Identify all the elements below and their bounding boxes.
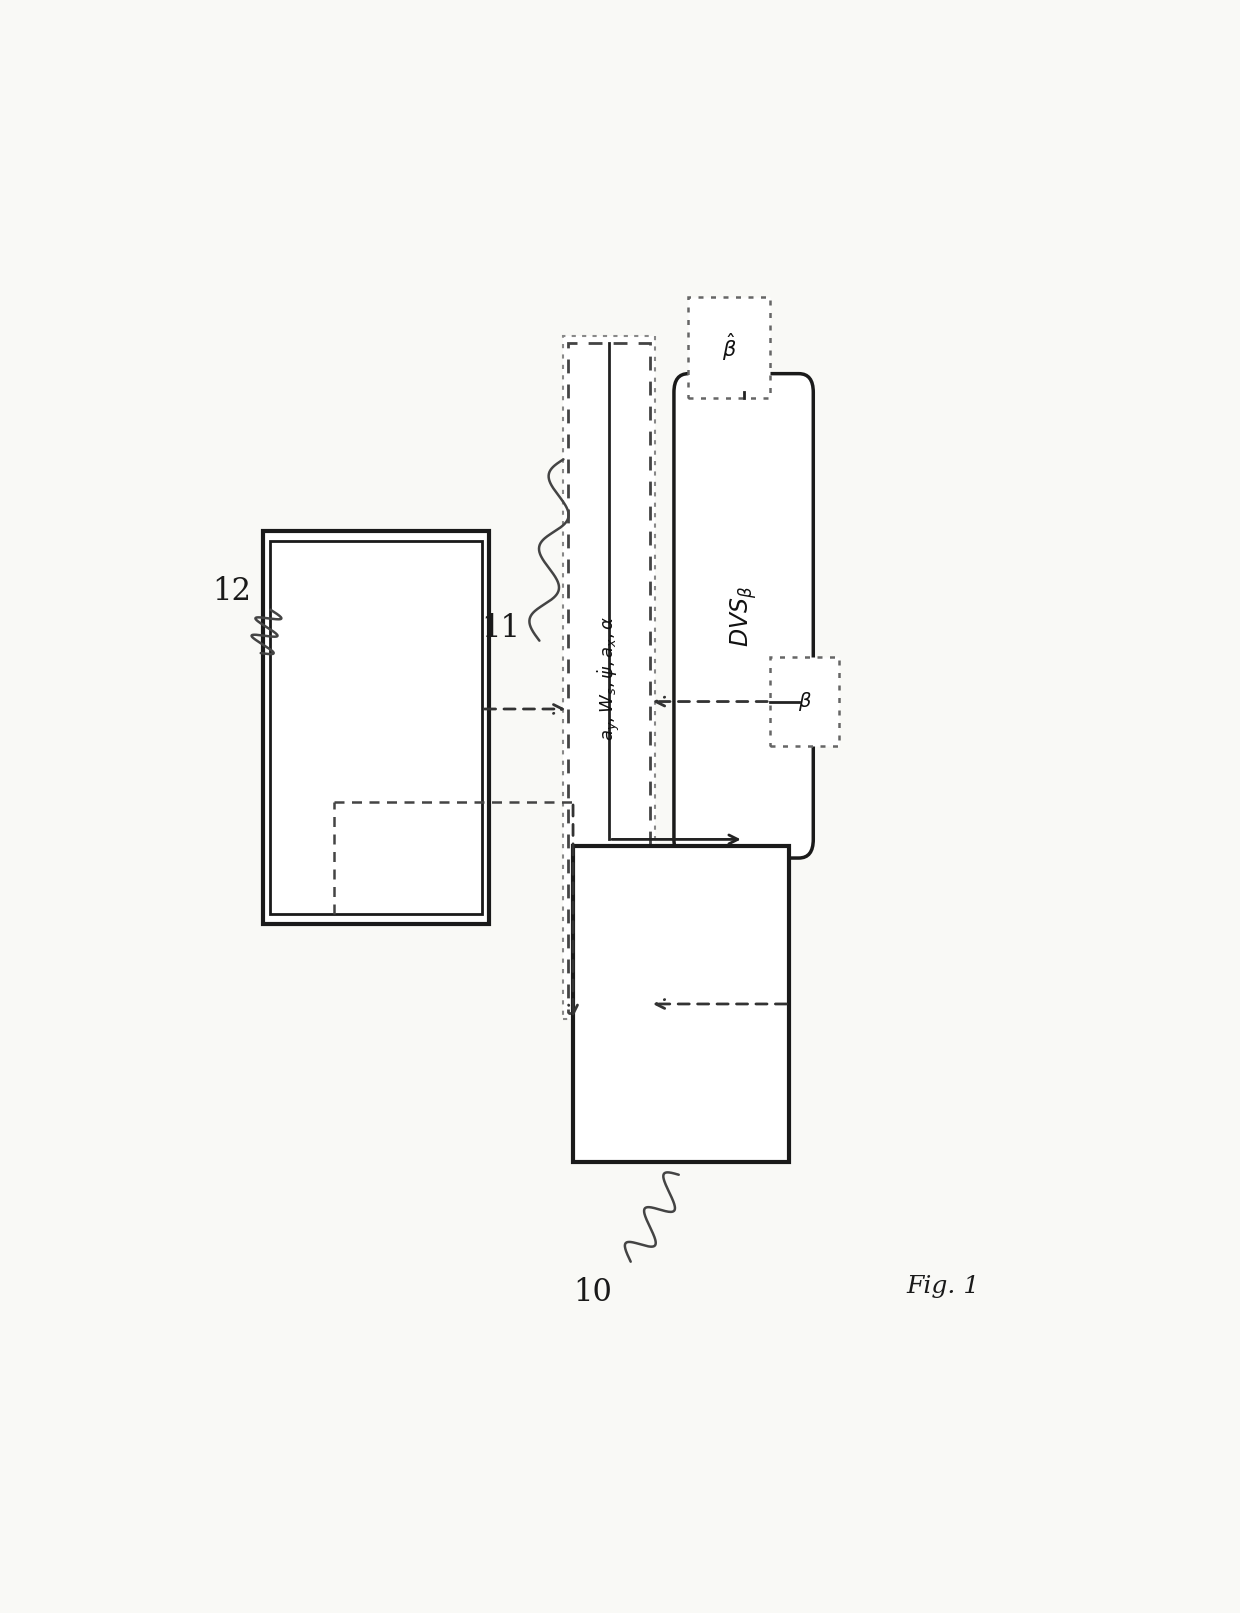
FancyBboxPatch shape [270, 542, 481, 915]
Text: $DVS_\beta$: $DVS_\beta$ [728, 586, 759, 647]
FancyBboxPatch shape [573, 845, 789, 1163]
Text: $\hat{\beta}$: $\hat{\beta}$ [722, 332, 737, 363]
FancyBboxPatch shape [263, 531, 490, 924]
FancyBboxPatch shape [563, 337, 655, 1019]
Text: 11: 11 [481, 613, 521, 644]
FancyBboxPatch shape [675, 374, 813, 858]
Text: 12: 12 [212, 576, 252, 606]
Text: 10: 10 [573, 1277, 611, 1308]
Text: Fig. 1: Fig. 1 [906, 1274, 980, 1298]
FancyBboxPatch shape [568, 342, 650, 1013]
FancyBboxPatch shape [688, 297, 770, 398]
Text: $a_y, W_s, \dot{\psi}, a_x, \alpha$: $a_y, W_s, \dot{\psi}, a_x, \alpha$ [596, 615, 622, 740]
Text: $\beta$: $\beta$ [797, 690, 811, 713]
FancyBboxPatch shape [770, 656, 839, 747]
